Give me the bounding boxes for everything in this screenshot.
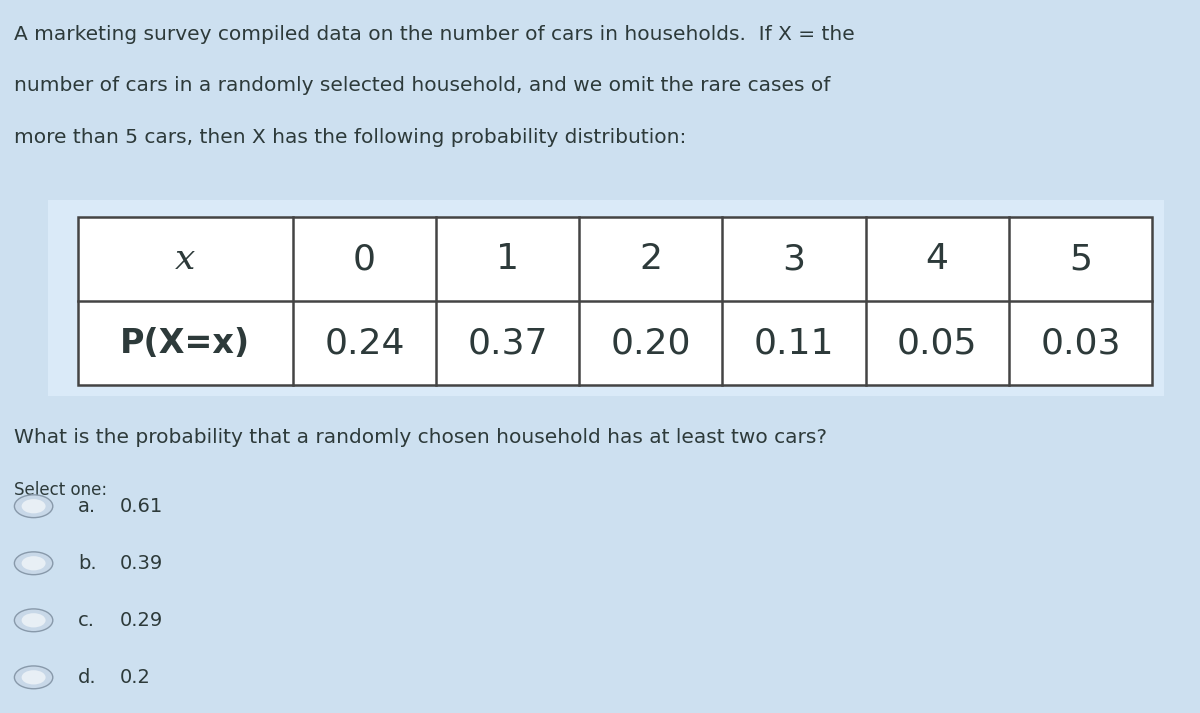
Text: number of cars in a randomly selected household, and we omit the rare cases of: number of cars in a randomly selected ho…	[14, 76, 830, 96]
Circle shape	[22, 556, 46, 570]
Text: 0.24: 0.24	[324, 326, 404, 360]
Circle shape	[14, 552, 53, 575]
Text: 0.61: 0.61	[120, 497, 163, 515]
Circle shape	[22, 613, 46, 627]
Text: 0.11: 0.11	[754, 326, 834, 360]
Circle shape	[22, 670, 46, 684]
Text: 2: 2	[640, 242, 662, 277]
Circle shape	[22, 499, 46, 513]
Text: 1: 1	[496, 242, 520, 277]
Text: a.: a.	[78, 497, 96, 515]
Text: A marketing survey compiled data on the number of cars in households.  If X = th: A marketing survey compiled data on the …	[14, 25, 856, 44]
Text: P(X=x): P(X=x)	[120, 327, 251, 359]
Text: 0.05: 0.05	[896, 326, 978, 360]
Text: x: x	[175, 242, 196, 277]
FancyBboxPatch shape	[48, 200, 1164, 396]
Text: 0.37: 0.37	[467, 326, 548, 360]
Text: 0.2: 0.2	[120, 668, 151, 687]
Circle shape	[14, 609, 53, 632]
Text: 0.29: 0.29	[120, 611, 163, 630]
Text: 0.03: 0.03	[1040, 326, 1121, 360]
Text: 0.20: 0.20	[611, 326, 691, 360]
Text: 3: 3	[782, 242, 805, 277]
Text: more than 5 cars, then X has the following probability distribution:: more than 5 cars, then X has the followi…	[14, 128, 686, 147]
Text: b.: b.	[78, 554, 97, 573]
Circle shape	[14, 495, 53, 518]
Text: 4: 4	[925, 242, 949, 277]
FancyBboxPatch shape	[78, 217, 1152, 385]
Text: 0.39: 0.39	[120, 554, 163, 573]
Text: c.: c.	[78, 611, 95, 630]
Text: What is the probability that a randomly chosen household has at least two cars?: What is the probability that a randomly …	[14, 428, 828, 447]
Text: d.: d.	[78, 668, 97, 687]
Circle shape	[14, 666, 53, 689]
Text: 5: 5	[1069, 242, 1092, 277]
Text: Select one:: Select one:	[14, 481, 108, 499]
Text: 0: 0	[353, 242, 376, 277]
